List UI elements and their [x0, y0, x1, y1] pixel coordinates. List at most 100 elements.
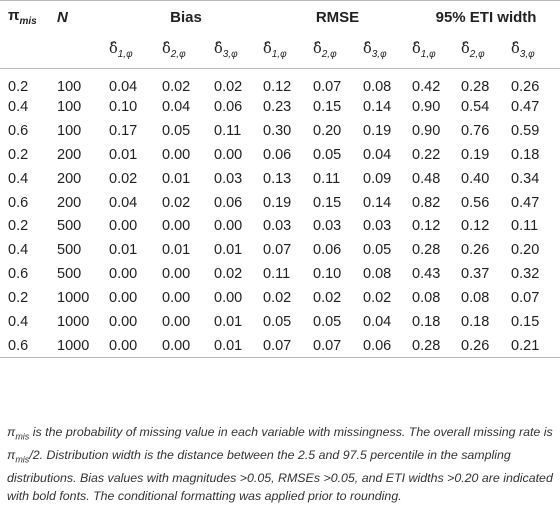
cell-value: 0.01: [214, 242, 243, 259]
group-header-rmse: RMSE: [315, 8, 360, 26]
delta-subscript: 1,φ: [420, 49, 436, 61]
cell-value: 0.02: [214, 266, 243, 283]
cell-value: 0.06: [313, 242, 342, 259]
cell-value: 0.04: [363, 313, 392, 330]
cell-value: 0.13: [263, 170, 292, 187]
cell-value: 0.47: [511, 194, 540, 211]
cell-value: 0.08: [461, 290, 490, 307]
delta-header-3: δ̂3,φ: [214, 34, 263, 69]
cell-value: 0.00: [109, 266, 138, 283]
cell-value: 0.32: [511, 266, 540, 283]
delta-symbol: δ̂: [363, 41, 372, 58]
cell-value: 0.06: [214, 98, 243, 115]
cell-value: 0.12: [263, 79, 292, 95]
delta-header-2: δ̂2,φ: [162, 34, 214, 69]
table-row: 0.6 500 0.00 0.00 0.02 0.11 0.10 0.08 0.43 0.37 0.…: [0, 262, 560, 286]
cell-value: 0.19: [263, 194, 292, 211]
cell-value: 0.30: [263, 122, 292, 139]
delta-subscript: 2,φ: [321, 49, 337, 61]
cell-value: 0.05: [263, 313, 292, 330]
cell-value: 0.28: [461, 79, 490, 95]
delta-subscript: 1,φ: [271, 49, 287, 61]
table-row: 0.4 200 0.02 0.01 0.03 0.13 0.11 0.09 0.48 0.40 0.…: [0, 167, 560, 191]
cell-value: 0.00: [214, 146, 243, 163]
cell-value: 0.02: [162, 79, 191, 95]
delta-header-5: δ̂2,φ: [313, 34, 363, 69]
cell-value: 0.90: [412, 98, 441, 115]
cell-value: 0.07: [263, 242, 292, 259]
results-table: πmis N Bias RMSE 95% ETI width δ̂1,φ δ̂2,…: [0, 0, 560, 358]
cell-n: 1000: [57, 337, 90, 354]
cell-value: 0.40: [461, 170, 490, 187]
cell-value: 0.03: [363, 218, 392, 235]
delta-subscript: 3,φ: [519, 49, 535, 61]
cell-n: 100: [57, 98, 82, 115]
delta-subscript: 1,φ: [117, 49, 133, 61]
table-row: 0.4 100 0.10 0.04 0.06 0.23 0.15 0.14 0.90 0.54 0.…: [0, 95, 560, 119]
group-header-row: πmis N Bias RMSE 95% ETI width: [0, 0, 560, 34]
cell-value: 0.03: [214, 170, 243, 187]
cell-value: 0.14: [363, 194, 392, 211]
table-row: 0.2 1000 0.00 0.00 0.00 0.02 0.02 0.02 0.08 0.08 0…: [0, 286, 560, 310]
cell-n: 200: [57, 194, 82, 211]
cell-value: 0.04: [109, 79, 138, 95]
cell-value: 0.37: [461, 266, 490, 283]
cell-value: 0.00: [109, 337, 138, 354]
table-row: 0.2 200 0.01 0.00 0.00 0.06 0.05 0.04 0.22 0.19 0.…: [0, 143, 560, 167]
cell-value: 0.26: [461, 337, 490, 354]
delta-header-6: δ̂3,φ: [363, 34, 412, 69]
delta-symbol: δ̂: [214, 41, 223, 58]
cell-pi: 0.2: [8, 79, 29, 95]
cell-value: 0.00: [162, 313, 191, 330]
cell-value: 0.15: [511, 313, 540, 330]
cell-value: 0.18: [412, 313, 441, 330]
cell-value: 0.00: [214, 290, 243, 307]
cell-value: 0.34: [511, 170, 540, 187]
cell-value: 0.00: [162, 337, 191, 354]
delta-symbol: δ̂: [263, 41, 272, 58]
empty-header: [57, 34, 109, 69]
cell-value: 0.08: [412, 290, 441, 307]
col-header-n: N: [57, 8, 68, 26]
table-footnote: πmis is the probability of missing value…: [7, 423, 555, 506]
cell-value: 0.15: [313, 98, 342, 115]
delta-header-8: δ̂2,φ: [461, 34, 511, 69]
cell-value: 0.00: [214, 218, 243, 235]
cell-value: 0.01: [109, 146, 138, 163]
cell-value: 0.48: [412, 170, 441, 187]
cell-pi: 0.2: [8, 146, 29, 163]
cell-pi: 0.4: [8, 313, 29, 330]
cell-value: 0.02: [363, 290, 392, 307]
cell-value: 0.04: [109, 194, 138, 211]
cell-value: 0.12: [412, 218, 441, 235]
cell-value: 0.00: [162, 146, 191, 163]
cell-value: 0.08: [363, 79, 392, 95]
table-row: 0.6 100 0.17 0.05 0.11 0.30 0.20 0.19 0.90 0.76 0.…: [0, 119, 560, 143]
cell-value: 0.01: [214, 337, 243, 354]
cell-value: 0.54: [461, 98, 490, 115]
cell-value: 0.76: [461, 122, 490, 139]
group-header-bias: Bias: [170, 8, 202, 26]
delta-subscript: 2,φ: [170, 49, 186, 61]
cell-value: 0.20: [511, 242, 540, 259]
cell-value: 0.28: [412, 242, 441, 259]
cell-value: 0.82: [412, 194, 441, 211]
cell-value: 0.00: [109, 313, 138, 330]
cell-value: 0.11: [511, 218, 539, 235]
cell-pi: 0.2: [8, 290, 29, 307]
cell-value: 0.05: [313, 313, 342, 330]
cell-value: 0.07: [263, 337, 292, 354]
cell-value: 0.07: [511, 290, 540, 307]
pi-subscript: mis: [19, 16, 37, 28]
cell-value: 0.02: [109, 170, 138, 187]
cell-value: 0.11: [263, 266, 291, 283]
table-row: 0.6 200 0.04 0.02 0.06 0.19 0.15 0.14 0.82 0.56 0.…: [0, 191, 560, 215]
cell-value: 0.06: [214, 194, 243, 211]
cell-pi: 0.2: [8, 218, 29, 235]
cell-value: 0.01: [162, 242, 191, 259]
cell-value: 0.15: [313, 194, 342, 211]
cell-value: 0.05: [363, 242, 392, 259]
cell-value: 0.05: [162, 122, 191, 139]
cell-n: 500: [57, 266, 82, 283]
